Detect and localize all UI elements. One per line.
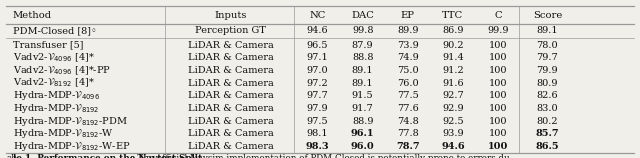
Text: Vadv2-$\mathcal{V}_{4096}$ [4]*: Vadv2-$\mathcal{V}_{4096}$ [4]* [13,52,95,64]
Text: ab: ab [6,154,17,158]
Text: C: C [494,11,502,20]
Text: Perception GT: Perception GT [195,26,266,35]
Text: 82.6: 82.6 [536,91,558,100]
Text: 91.2: 91.2 [442,66,464,75]
Text: 77.5: 77.5 [397,91,419,100]
Text: NC: NC [309,11,326,20]
Text: LiDAR & Camera: LiDAR & Camera [188,142,273,151]
Text: Hydra-MDP-$\mathcal{V}_{4096}$: Hydra-MDP-$\mathcal{V}_{4096}$ [13,89,100,102]
Text: 96.0: 96.0 [351,142,374,151]
Text: 74.9: 74.9 [397,53,419,62]
Text: Hydra-MDP-$\mathcal{V}_{8192}$-PDM: Hydra-MDP-$\mathcal{V}_{8192}$-PDM [13,115,127,128]
Text: 86.5: 86.5 [536,142,559,151]
Text: Hydra-MDP-$\mathcal{V}_{8192}$: Hydra-MDP-$\mathcal{V}_{8192}$ [13,102,99,115]
Text: 97.5: 97.5 [307,117,328,126]
Text: 85.7: 85.7 [536,129,559,138]
Text: 91.7: 91.7 [352,104,374,113]
Text: 92.9: 92.9 [442,104,464,113]
Text: 79.9: 79.9 [536,66,558,75]
Text: LiDAR & Camera: LiDAR & Camera [188,129,273,138]
Text: 99.9: 99.9 [488,26,509,35]
Text: 78.7: 78.7 [396,142,420,151]
Text: LiDAR & Camera: LiDAR & Camera [188,91,273,100]
Text: 100: 100 [489,91,508,100]
Text: 94.6: 94.6 [307,26,328,35]
Text: 98.3: 98.3 [306,142,330,151]
Text: 100: 100 [489,53,508,62]
Text: 92.7: 92.7 [442,91,464,100]
Text: 97.9: 97.9 [307,104,328,113]
Text: 93.9: 93.9 [442,129,464,138]
Text: 80.9: 80.9 [536,79,558,88]
Text: 94.6: 94.6 [441,142,465,151]
Text: 79.7: 79.7 [536,53,558,62]
Text: 78.0: 78.0 [536,41,558,50]
Text: Inputs: Inputs [214,11,247,20]
Text: 96.5: 96.5 [307,41,328,50]
Text: 98.1: 98.1 [307,129,328,138]
Text: 89.1: 89.1 [352,79,374,88]
Text: 83.0: 83.0 [536,104,558,113]
Text: Vadv2-$\mathcal{V}_{8192}$ [4]*: Vadv2-$\mathcal{V}_{8192}$ [4]* [13,77,95,89]
Text: 89.9: 89.9 [397,26,419,35]
Text: DAC: DAC [351,11,374,20]
Text: 97.1: 97.1 [307,53,328,62]
Text: le 1. Performance on the Navtest Split.: le 1. Performance on the Navtest Split. [13,154,205,158]
Text: 100: 100 [489,41,508,50]
Text: EP: EP [401,11,415,20]
Text: PDM-Closed [8]◦: PDM-Closed [8]◦ [13,26,97,35]
Text: 100: 100 [489,129,508,138]
Text: 88.9: 88.9 [352,117,373,126]
Text: 75.0: 75.0 [397,66,419,75]
Text: 100: 100 [489,104,508,113]
Text: 90.2: 90.2 [442,41,464,50]
Text: 76.0: 76.0 [397,79,419,88]
Text: 77.8: 77.8 [397,129,419,138]
Text: LiDAR & Camera: LiDAR & Camera [188,79,273,88]
Text: Vadv2-$\mathcal{V}_{4096}$ [4]*-PP: Vadv2-$\mathcal{V}_{4096}$ [4]*-PP [13,64,111,77]
Text: 92.5: 92.5 [442,117,464,126]
Text: 88.8: 88.8 [352,53,373,62]
Text: 91.6: 91.6 [442,79,464,88]
Text: LiDAR & Camera: LiDAR & Camera [188,117,273,126]
Text: 91.4: 91.4 [442,53,464,62]
Text: LiDAR & Camera: LiDAR & Camera [188,41,273,50]
Text: 100: 100 [489,79,508,88]
Text: 100: 100 [489,117,508,126]
Text: 86.9: 86.9 [442,26,464,35]
Text: 73.9: 73.9 [397,41,419,50]
Text: Transfuser [5]: Transfuser [5] [13,41,83,50]
Text: 91.5: 91.5 [352,91,374,100]
Text: 89.1: 89.1 [536,26,558,35]
Text: LiDAR & Camera: LiDAR & Camera [188,66,273,75]
Text: LiDAR & Camera: LiDAR & Camera [188,104,273,113]
Text: 97.0: 97.0 [307,66,328,75]
Text: Hydra-MDP-$\mathcal{V}_{8192}$-W-EP: Hydra-MDP-$\mathcal{V}_{8192}$-W-EP [13,140,130,153]
Text: 99.8: 99.8 [352,26,373,35]
Text: 87.9: 87.9 [352,41,374,50]
Text: 74.8: 74.8 [397,117,419,126]
Text: ◦ The official Navsim implementation of PDM-Closed is potentially prone to error: ◦ The official Navsim implementation of … [124,154,509,158]
Text: Hydra-MDP-$\mathcal{V}_{8192}$-W: Hydra-MDP-$\mathcal{V}_{8192}$-W [13,128,113,140]
Text: Method: Method [13,11,52,20]
Text: 97.2: 97.2 [307,79,328,88]
Text: 100: 100 [489,66,508,75]
Text: 97.7: 97.7 [307,91,328,100]
Text: 77.6: 77.6 [397,104,419,113]
Text: TTC: TTC [442,11,463,20]
Text: 89.1: 89.1 [352,66,374,75]
Text: Score: Score [532,11,562,20]
Text: 96.1: 96.1 [351,129,374,138]
Text: 100: 100 [488,142,508,151]
Text: LiDAR & Camera: LiDAR & Camera [188,53,273,62]
Text: 80.2: 80.2 [536,117,558,126]
